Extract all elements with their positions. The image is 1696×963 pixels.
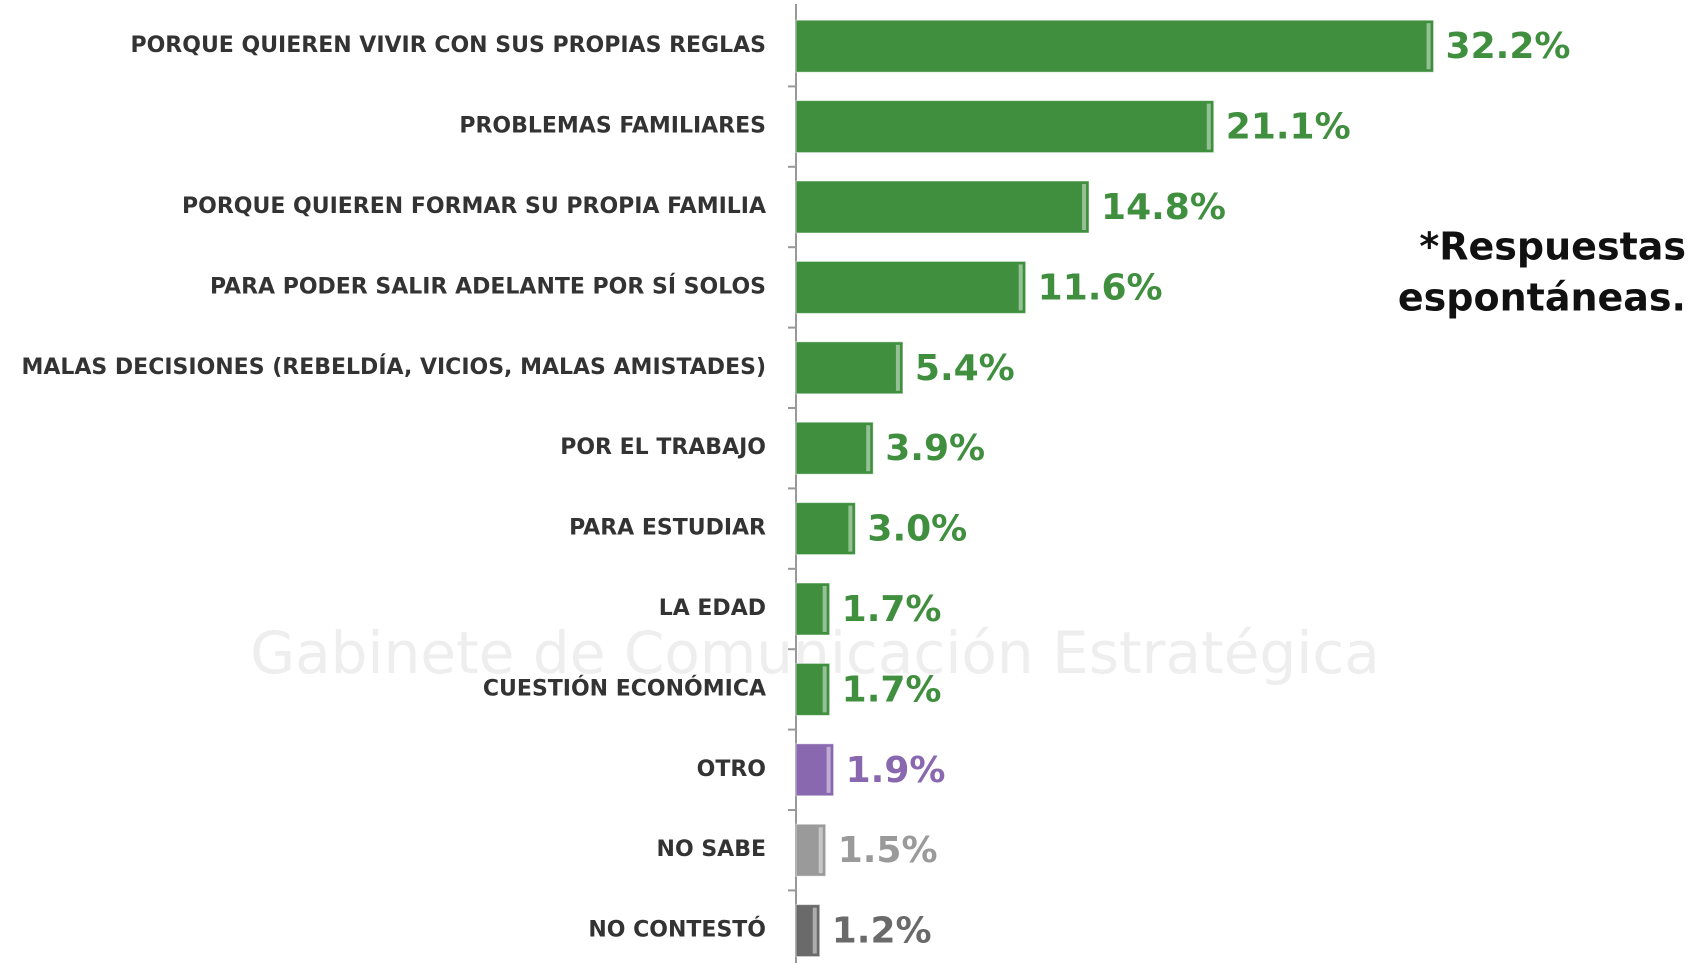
value-label: 1.7%	[842, 669, 942, 710]
y-tick-label: CUESTIÓN ECONÓMICA	[483, 675, 766, 701]
bar-bevel	[1082, 184, 1087, 230]
value-label: 1.2%	[832, 911, 932, 952]
bar-bevel	[1206, 103, 1211, 150]
value-label: 3.9%	[885, 428, 985, 469]
bar-bevel	[822, 586, 827, 632]
value-label: 32.2%	[1446, 26, 1571, 67]
bar-bevel	[866, 425, 871, 472]
value-label: 11.6%	[1038, 267, 1163, 308]
bar-bevel	[1426, 23, 1431, 70]
bar-bevel	[1018, 264, 1023, 311]
value-label: 1.9%	[846, 750, 946, 791]
bar	[795, 662, 831, 716]
y-tick-label: OTRO	[697, 757, 766, 782]
y-tick-label: NO CONTESTÓ	[588, 917, 766, 943]
bar-bevel	[822, 666, 827, 713]
y-tick-label: PARA ESTUDIAR	[569, 516, 766, 541]
bar	[795, 421, 874, 475]
bar-bevel	[895, 344, 900, 391]
value-label: 21.1%	[1226, 107, 1351, 148]
bar	[795, 582, 831, 636]
y-tick-label: NO SABE	[657, 837, 766, 862]
bar	[795, 19, 1435, 73]
annotation: espontáneas.	[1398, 276, 1686, 320]
y-tick-label: MALAS DECISIONES (REBELDÍA, VICIOS, MALA…	[21, 354, 766, 380]
y-tick-label: PARA PODER SALIR ADELANTE POR SÍ SOLOS	[210, 273, 766, 299]
value-label: 1.7%	[842, 589, 942, 630]
y-tick-label: PORQUE QUIEREN FORMAR SU PROPIA FAMILIA	[182, 194, 766, 219]
bar-bevel	[826, 746, 831, 793]
bar-bevel	[812, 907, 817, 954]
bar	[795, 260, 1027, 314]
y-tick-label: LA EDAD	[659, 596, 766, 621]
value-label: 5.4%	[915, 348, 1015, 389]
bar-bevel	[818, 827, 823, 874]
bar	[795, 502, 856, 556]
annotation: *Respuestas	[1419, 225, 1686, 269]
value-label: 14.8%	[1101, 187, 1226, 228]
value-label: 1.5%	[838, 830, 938, 871]
bar-bevel	[848, 505, 853, 552]
bar	[795, 743, 835, 797]
bar	[795, 341, 904, 395]
y-tick-label: PROBLEMAS FAMILIARES	[459, 114, 766, 139]
value-label: 3.0%	[867, 509, 967, 550]
y-tick-label: POR EL TRABAJO	[560, 435, 766, 460]
y-tick-label: PORQUE QUIEREN VIVIR CON SUS PROPIAS REG…	[130, 33, 766, 58]
bar	[795, 100, 1215, 154]
bar	[795, 823, 827, 877]
bar	[795, 904, 821, 958]
bar	[795, 180, 1090, 234]
